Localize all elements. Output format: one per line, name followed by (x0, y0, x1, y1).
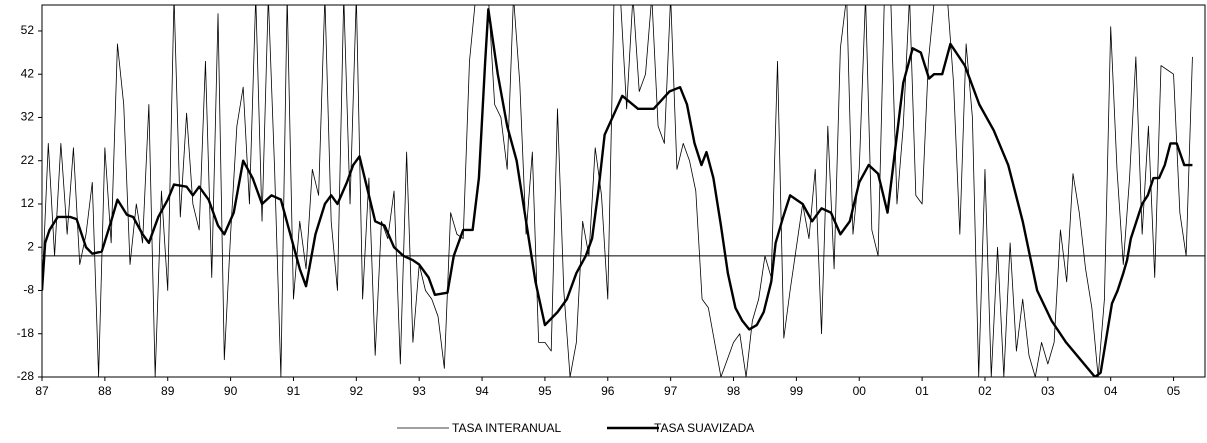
x-tick-label: 01 (915, 384, 929, 398)
x-tick-label: 96 (601, 384, 615, 398)
y-tick-label: 32 (21, 110, 35, 124)
x-tick-label: 97 (664, 384, 678, 398)
x-tick-label: 05 (1167, 384, 1181, 398)
x-tick-label: 93 (413, 384, 427, 398)
x-tick-label: 90 (224, 384, 238, 398)
x-tick-label: 94 (475, 384, 489, 398)
series-line (42, 8, 1193, 377)
x-tick-label: 89 (161, 384, 175, 398)
x-tick-label: 03 (1041, 384, 1055, 398)
y-tick-label: 42 (21, 66, 35, 80)
x-tick-label: 02 (978, 384, 992, 398)
y-tick-label: -18 (17, 326, 35, 340)
series-line (42, 5, 1193, 377)
y-tick-label: 22 (21, 153, 35, 167)
y-tick-label: -8 (23, 283, 34, 297)
y-tick-label: -28 (17, 369, 35, 383)
legend-label: TASA SUAVIZADA (654, 421, 754, 435)
plot-frame (41, 4, 1206, 378)
x-tick-label: 95 (538, 384, 552, 398)
legend-label: TASA INTERANUAL (452, 421, 561, 435)
x-tick-label: 87 (35, 384, 49, 398)
x-tick-label: 99 (790, 384, 804, 398)
x-tick-label: 91 (287, 384, 301, 398)
y-tick-label: 2 (27, 239, 34, 253)
y-tick-label: 12 (21, 196, 35, 210)
y-tick-label: 52 (21, 23, 35, 37)
x-tick-label: 92 (350, 384, 364, 398)
x-tick-label: 98 (727, 384, 741, 398)
x-tick-label: 04 (1104, 384, 1118, 398)
x-tick-label: 88 (98, 384, 112, 398)
x-tick-label: 00 (853, 384, 867, 398)
